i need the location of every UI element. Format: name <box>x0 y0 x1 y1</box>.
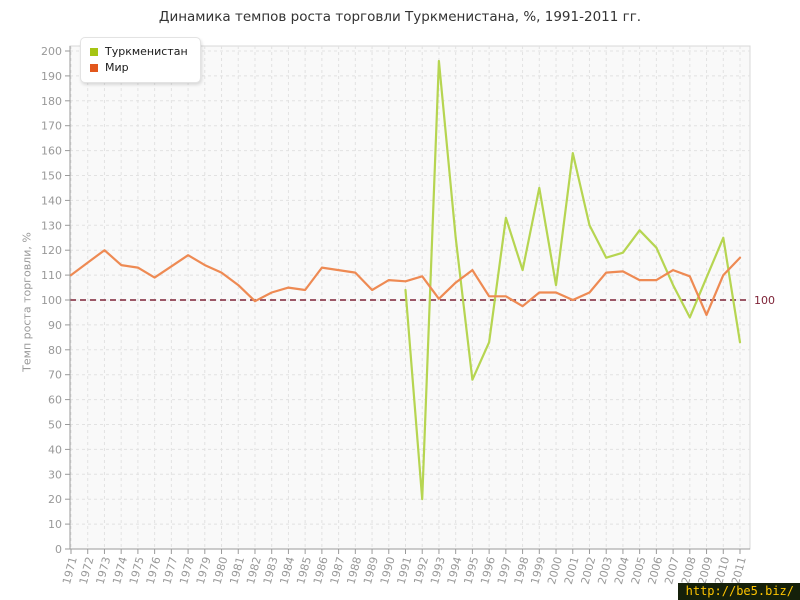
ref-line-label: 100 <box>754 294 775 307</box>
legend: Туркменистан Мир <box>80 37 201 83</box>
horizontal-gridlines <box>70 50 750 525</box>
legend-item-mir: Мир <box>90 61 188 75</box>
legend-label-mir: Мир <box>105 61 129 74</box>
svg-text:170: 170 <box>41 120 62 133</box>
series-line-mir <box>69 249 742 316</box>
legend-item-turkmenistan: Туркменистан <box>90 45 188 59</box>
series-line-turkmenistan <box>404 59 742 501</box>
svg-text:160: 160 <box>41 145 62 158</box>
svg-text:2011: 2011 <box>729 555 749 585</box>
svg-text:120: 120 <box>41 244 62 257</box>
svg-text:20: 20 <box>48 493 62 506</box>
svg-text:100: 100 <box>41 294 62 307</box>
svg-text:40: 40 <box>48 443 62 456</box>
legend-label-turkmenistan: Туркменистан <box>105 45 188 58</box>
svg-text:0: 0 <box>55 543 62 556</box>
svg-text:60: 60 <box>48 394 62 407</box>
chart-title: Динамика темпов роста торговли Туркменис… <box>158 9 642 25</box>
y-axis-ticks: 0 10 20 30 40 50 60 70 80 90 100 110 120 130 140 150 160… <box>41 45 70 556</box>
svg-text:80: 80 <box>48 344 62 357</box>
legend-marker-mir <box>90 64 98 72</box>
svg-text:110: 110 <box>41 269 62 282</box>
svg-text:140: 140 <box>41 194 62 207</box>
svg-text:130: 130 <box>41 219 62 232</box>
legend-marker-turkmenistan <box>90 48 98 56</box>
plot-area <box>69 45 751 550</box>
svg-text:70: 70 <box>48 369 62 382</box>
x-axis-ticks: 1971197219731974197519761977197819791980… <box>60 549 749 586</box>
svg-text:150: 150 <box>41 170 62 183</box>
svg-text:30: 30 <box>48 468 62 481</box>
svg-text:190: 190 <box>41 70 62 83</box>
svg-text:90: 90 <box>48 319 62 332</box>
svg-text:200: 200 <box>41 45 62 58</box>
svg-text:180: 180 <box>41 95 62 108</box>
svg-text:10: 10 <box>48 518 62 531</box>
svg-text:50: 50 <box>48 419 62 432</box>
watermark-link[interactable]: http://be5.biz/ <box>677 583 800 600</box>
